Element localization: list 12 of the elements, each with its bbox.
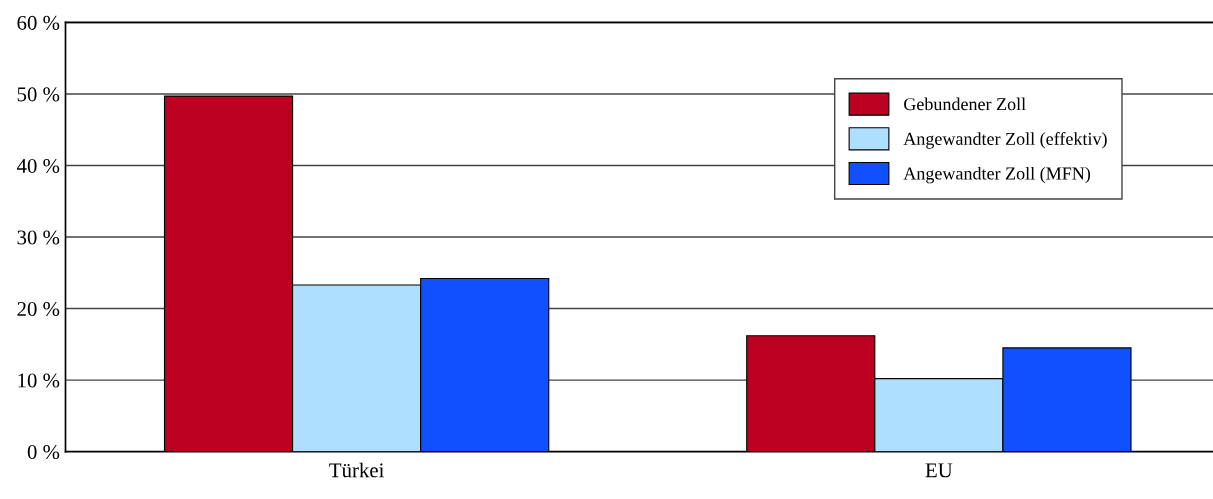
y-tick-label: 60 % xyxy=(17,15,60,30)
x-tick-label: Türkei xyxy=(329,462,384,478)
legend-label: Angewandter Zoll (MFN) xyxy=(903,166,1091,184)
y-tick-label: 50 % xyxy=(17,87,60,102)
legend-label: Angewandter Zoll (effektiv) xyxy=(903,132,1107,149)
y-tick-label: 40 % xyxy=(16,158,60,173)
y-tick-label: 30 % xyxy=(17,230,60,245)
y-tick-label: 20 % xyxy=(17,301,60,317)
x-tick-label: EU xyxy=(925,463,953,478)
legend-label: Gebundener Zoll xyxy=(904,97,1026,111)
y-tick-label: 10 % xyxy=(18,373,60,388)
y-tick-label: 0 % xyxy=(27,444,60,460)
